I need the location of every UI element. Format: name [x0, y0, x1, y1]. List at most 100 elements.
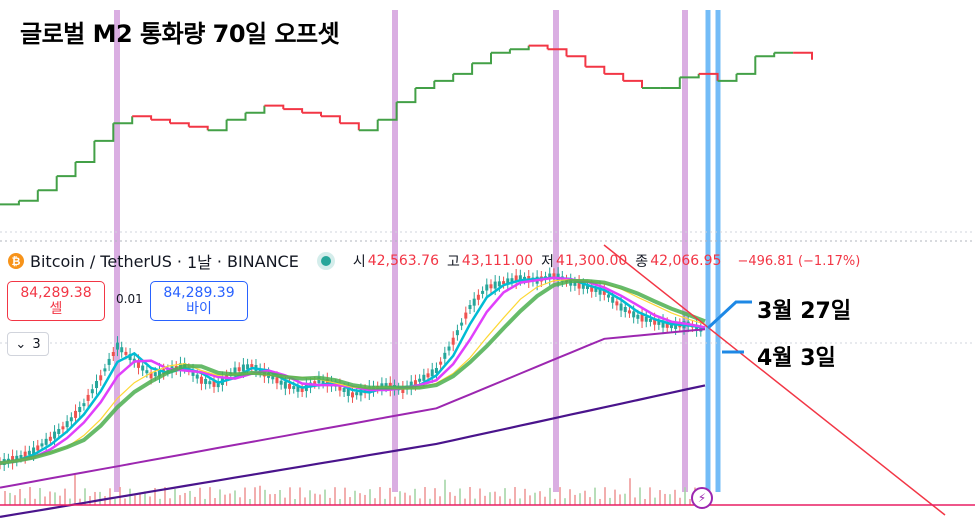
- candle-body: [552, 273, 556, 278]
- candle-body: [502, 281, 506, 285]
- candle-body: [657, 320, 661, 325]
- candle-body: [250, 364, 254, 368]
- m2-segment: [302, 111, 322, 117]
- indicator-count-toggle[interactable]: ⌄ 3: [7, 332, 49, 356]
- event-vline-2: [392, 10, 398, 492]
- m2-segment: [793, 51, 813, 60]
- candle-body: [669, 325, 673, 329]
- volume-bar: [289, 487, 291, 505]
- volume-bar: [179, 495, 181, 505]
- volume-bar: [284, 497, 286, 505]
- candle-body: [481, 290, 485, 294]
- candle-body: [204, 378, 208, 384]
- volume-bar: [64, 488, 66, 505]
- m2-segment: [547, 48, 568, 57]
- sell-button[interactable]: 84,289.38 셀: [7, 281, 105, 321]
- candle-body: [510, 278, 514, 283]
- m2-segment: [679, 73, 700, 79]
- volume-bar: [574, 494, 576, 505]
- volume-bar: [409, 495, 411, 505]
- candle-body: [275, 377, 279, 384]
- volume-bar: [239, 497, 241, 505]
- volume-bar: [144, 491, 146, 505]
- volume-bar: [294, 498, 296, 505]
- candle-body: [514, 275, 518, 283]
- volume-bar: [664, 493, 666, 505]
- volume-bar: [84, 488, 86, 505]
- candle-body: [338, 384, 342, 391]
- m2-segment: [491, 49, 511, 54]
- volume-bar: [399, 491, 401, 505]
- volume-bar: [414, 488, 416, 505]
- volume-bar: [469, 487, 471, 505]
- volume-bar: [199, 487, 201, 505]
- candle-body: [497, 281, 501, 287]
- volume-bar: [384, 498, 386, 505]
- m2-segment: [132, 115, 153, 120]
- candle-body: [665, 322, 669, 328]
- m2-segment: [0, 200, 20, 206]
- bitcoin-icon: ₿: [8, 253, 24, 269]
- candle-body: [124, 351, 128, 355]
- candle-body: [548, 273, 552, 280]
- volume-bar: [644, 498, 646, 505]
- candle-body: [40, 443, 44, 447]
- m2-segment: [717, 73, 738, 82]
- volume-bar: [434, 488, 436, 505]
- m2-segment: [339, 122, 360, 131]
- sell-label: 셀: [49, 301, 63, 317]
- symbol-info[interactable]: ₿ Bitcoin / TetherUS · 1날 · BINANCE 시 42,…: [8, 250, 860, 272]
- volume-bar: [369, 489, 371, 505]
- annotation-april-3: 4월 3일: [757, 346, 836, 371]
- volume-bar: [494, 491, 496, 505]
- m2-segment: [75, 140, 96, 163]
- candle-body: [518, 275, 522, 281]
- candle-body: [69, 417, 73, 422]
- candle-body: [619, 303, 623, 311]
- volume-bar: [569, 489, 571, 505]
- lightning-icon[interactable]: ⚡: [691, 487, 713, 509]
- volume-bar: [194, 496, 196, 505]
- candle-body: [455, 330, 459, 336]
- candle-body: [632, 311, 636, 318]
- m2-segment: [18, 190, 39, 202]
- candle-body: [199, 376, 203, 384]
- volume-bar: [509, 498, 511, 505]
- annotation-pointer-1: [706, 300, 752, 330]
- candle-body: [82, 403, 86, 407]
- volume-bar: [204, 498, 206, 505]
- candle-body: [61, 426, 65, 430]
- volume-bar: [604, 487, 606, 505]
- candle-body: [86, 394, 90, 401]
- volume-bar: [654, 497, 656, 505]
- candle-body: [153, 372, 157, 377]
- volume-bar: [624, 493, 626, 505]
- volume-bar: [9, 492, 11, 505]
- candle-body: [15, 455, 19, 461]
- volume-bar: [304, 497, 306, 505]
- candle-body: [653, 318, 657, 325]
- m2-segment: [56, 162, 77, 178]
- open-value: 42,563.76: [367, 253, 439, 269]
- m2-segment: [528, 44, 549, 50]
- candle-body: [439, 361, 443, 365]
- candle-body: [23, 451, 27, 458]
- low-label: 저: [541, 254, 555, 270]
- volume-bar: [454, 495, 456, 505]
- candle-body: [233, 367, 237, 374]
- ma-purple-line: [0, 328, 706, 489]
- volume-bar: [19, 488, 21, 505]
- volume-bar: [109, 488, 111, 505]
- candle-body: [145, 370, 149, 374]
- volume-bar: [14, 495, 16, 505]
- m2-segment: [245, 105, 266, 114]
- volume-bar: [94, 491, 96, 505]
- volume-bar: [24, 498, 26, 505]
- candle-body: [489, 284, 493, 289]
- m2-segment: [660, 77, 681, 89]
- candle-body: [288, 383, 292, 389]
- volume-bar: [4, 490, 6, 505]
- buy-button[interactable]: 84,289.39 바이: [150, 281, 248, 321]
- volume-bar: [329, 497, 331, 505]
